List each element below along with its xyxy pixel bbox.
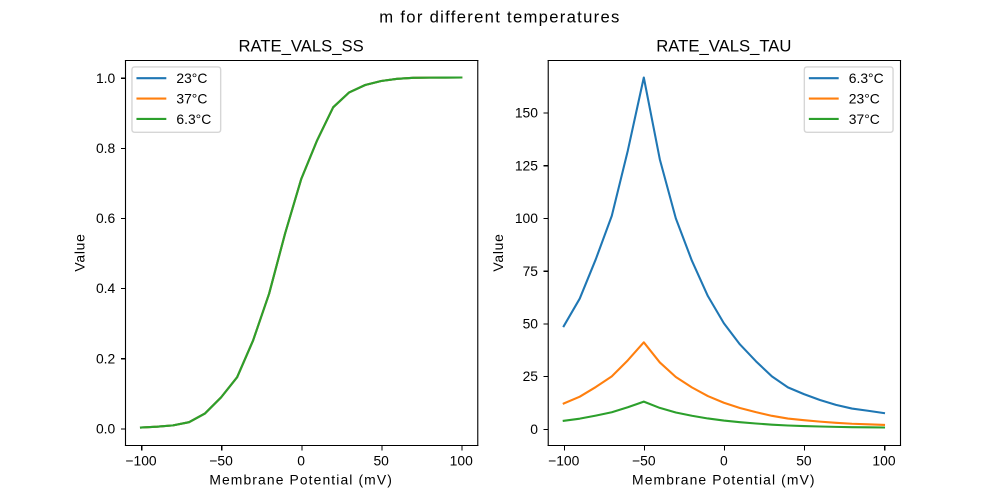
svg-text:m for different temperatures: m for different temperatures xyxy=(379,8,620,27)
svg-text:25: 25 xyxy=(523,368,539,384)
svg-text:1.0: 1.0 xyxy=(96,70,116,86)
svg-text:−50: −50 xyxy=(209,452,233,468)
svg-text:Value: Value xyxy=(490,233,506,271)
svg-text:Value: Value xyxy=(72,233,88,271)
svg-text:50: 50 xyxy=(796,452,812,468)
svg-text:125: 125 xyxy=(515,157,538,173)
svg-text:Membrane Potential (mV): Membrane Potential (mV) xyxy=(209,471,393,487)
svg-text:0: 0 xyxy=(530,421,538,437)
svg-text:0: 0 xyxy=(297,452,305,468)
svg-text:−50: −50 xyxy=(632,452,656,468)
svg-text:RATE_VALS_TAU: RATE_VALS_TAU xyxy=(656,37,791,56)
svg-text:0.4: 0.4 xyxy=(96,280,116,296)
svg-text:50: 50 xyxy=(373,452,389,468)
svg-text:37°C: 37°C xyxy=(849,111,880,127)
svg-text:150: 150 xyxy=(515,105,538,121)
svg-text:100: 100 xyxy=(450,452,473,468)
svg-text:23°C: 23°C xyxy=(176,70,207,86)
svg-text:23°C: 23°C xyxy=(849,90,880,106)
svg-text:6.3°C: 6.3°C xyxy=(176,111,211,127)
svg-text:100: 100 xyxy=(515,210,538,226)
svg-text:6.3°C: 6.3°C xyxy=(849,70,884,86)
svg-text:−100: −100 xyxy=(548,452,580,468)
svg-text:0.6: 0.6 xyxy=(96,210,116,226)
svg-text:RATE_VALS_SS: RATE_VALS_SS xyxy=(238,37,363,56)
svg-text:0.0: 0.0 xyxy=(96,420,116,436)
svg-text:50: 50 xyxy=(523,316,539,332)
svg-text:37°C: 37°C xyxy=(176,90,207,106)
svg-text:−100: −100 xyxy=(125,452,157,468)
svg-text:100: 100 xyxy=(872,452,895,468)
svg-text:Membrane Potential (mV): Membrane Potential (mV) xyxy=(632,471,816,487)
svg-text:0: 0 xyxy=(720,452,728,468)
svg-text:0.8: 0.8 xyxy=(96,140,116,156)
svg-text:75: 75 xyxy=(523,263,539,279)
svg-text:0.2: 0.2 xyxy=(96,350,116,366)
